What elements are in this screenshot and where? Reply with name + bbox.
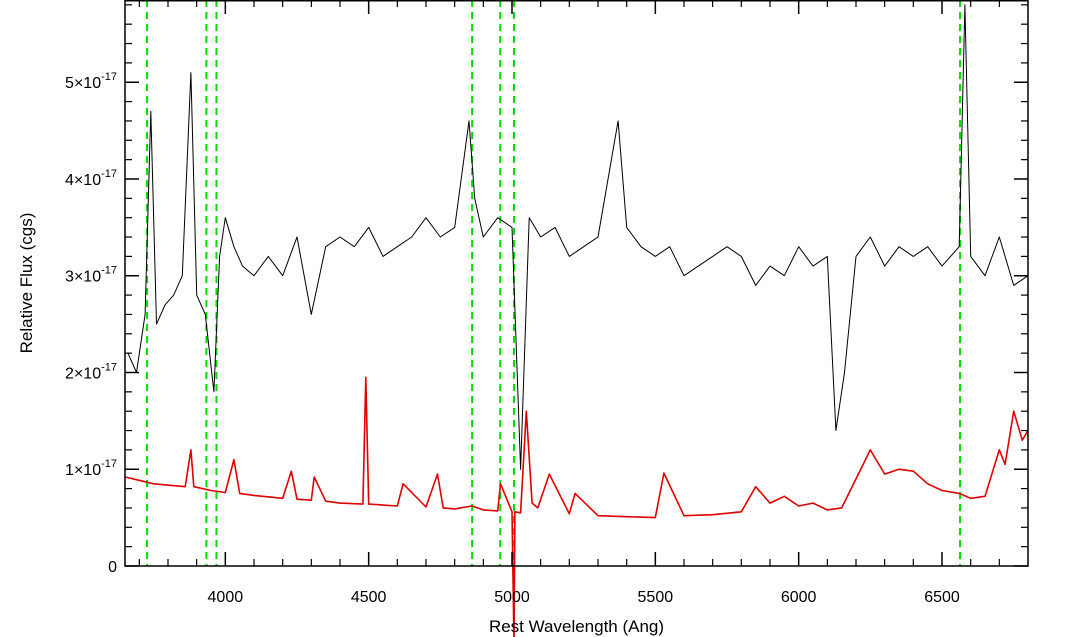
y-tick-label-4: 3×10-17 xyxy=(65,265,117,286)
y-tick-labels: 0 1×10-17 2×10-17 3×10-17 4×10-17 5×10-17 xyxy=(65,71,117,576)
y-tick-label-3: 2×10-17 xyxy=(65,361,117,382)
axis-ticks xyxy=(125,0,1028,567)
y-tick-label-5: 4×10-17 xyxy=(65,168,117,189)
x-tick-label-5: 6000 xyxy=(781,589,817,606)
x-tick-label-6: 6500 xyxy=(924,589,960,606)
x-axis-label: Rest Wavelength (Ang) xyxy=(489,617,664,636)
reference-lines xyxy=(146,0,962,566)
y-axis-label: Relative Flux (cgs) xyxy=(17,213,36,354)
series-line-2 xyxy=(124,376,1029,637)
series-group xyxy=(124,4,1029,637)
y-tick-label-2: 1×10-17 xyxy=(65,458,117,479)
plot-frame xyxy=(124,0,1029,567)
x-tick-labels: 4000 4500 5000 5500 6000 6500 xyxy=(208,589,960,606)
series-line-1 xyxy=(127,4,1029,470)
y-tick-label-6: 5×10-17 xyxy=(65,71,117,92)
x-tick-label-2: 4500 xyxy=(351,589,387,606)
y-tick-label-1: 0 xyxy=(108,559,117,576)
x-tick-label-1: 4000 xyxy=(208,589,244,606)
x-tick-label-4: 5500 xyxy=(638,589,674,606)
x-tick-label-3: 5000 xyxy=(494,589,530,606)
